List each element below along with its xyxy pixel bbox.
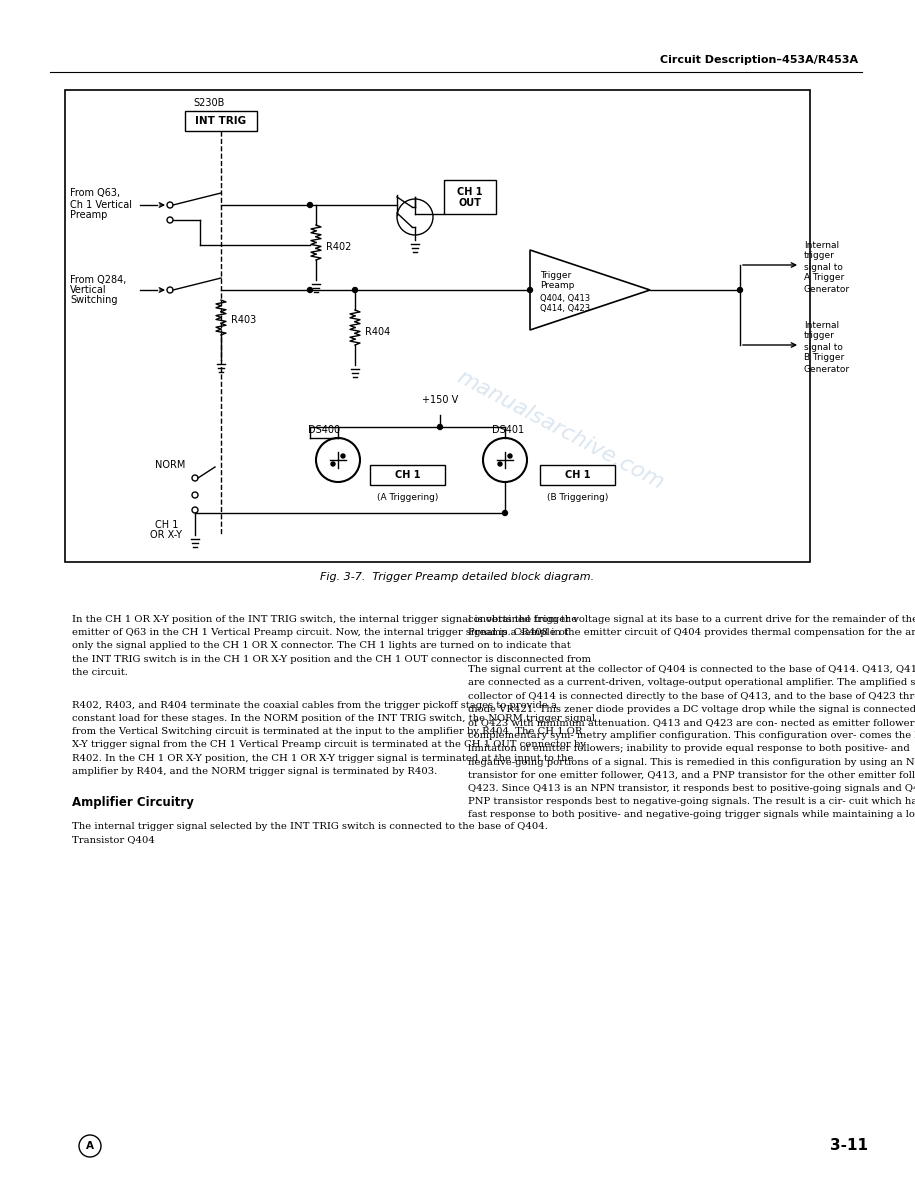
Text: A: A xyxy=(86,1140,94,1151)
Text: DS401: DS401 xyxy=(492,425,524,435)
Circle shape xyxy=(307,202,313,208)
Text: only the signal applied to the CH 1 OR X connector. The CH 1 lights are turned o: only the signal applied to the CH 1 OR X… xyxy=(72,642,571,650)
Circle shape xyxy=(528,287,533,292)
Text: NORM: NORM xyxy=(155,460,186,470)
Text: Q414, Q423: Q414, Q423 xyxy=(540,304,590,314)
Text: Switching: Switching xyxy=(70,295,117,305)
Text: Fig. 3-7.  Trigger Preamp detailed block diagram.: Fig. 3-7. Trigger Preamp detailed block … xyxy=(320,571,594,582)
Bar xyxy=(65,90,810,562)
Text: converts the trigger voltage signal at its base to a current drive for the remai: converts the trigger voltage signal at i… xyxy=(468,615,915,624)
Text: The signal current at the collector of Q404 is connected to the base of Q414. Q4: The signal current at the collector of Q… xyxy=(468,665,915,674)
Text: limitation of emitter followers; inability to provide equal response to both pos: limitation of emitter followers; inabili… xyxy=(468,745,910,753)
Text: the circuit.: the circuit. xyxy=(72,668,128,677)
Text: PNP transistor responds best to negative-going signals. The result is a cir- cui: PNP transistor responds best to negative… xyxy=(468,797,915,807)
Circle shape xyxy=(307,287,313,292)
Text: CH 1: CH 1 xyxy=(458,187,483,197)
Text: S230B: S230B xyxy=(193,97,224,108)
Text: are connected as a current-driven, voltage-output operational amplifier. The amp: are connected as a current-driven, volta… xyxy=(468,678,915,688)
Circle shape xyxy=(508,454,512,459)
Text: trigger: trigger xyxy=(804,331,834,341)
Text: B Trigger: B Trigger xyxy=(804,354,845,362)
Text: (B Triggering): (B Triggering) xyxy=(547,493,608,503)
Text: the INT TRIG switch is in the CH 1 OR X-Y position and the CH 1 OUT connector is: the INT TRIG switch is in the CH 1 OR X-… xyxy=(72,655,591,664)
Text: collector of Q414 is connected directly to the base of Q413, and to the base of : collector of Q414 is connected directly … xyxy=(468,691,915,701)
Circle shape xyxy=(502,511,508,516)
Circle shape xyxy=(737,287,742,292)
Text: +150 V: +150 V xyxy=(422,394,458,405)
Text: amplifier by R404, and the NORM trigger signal is terminated by R403.: amplifier by R404, and the NORM trigger … xyxy=(72,766,437,776)
Text: Q404, Q413: Q404, Q413 xyxy=(540,293,590,303)
Text: trigger: trigger xyxy=(804,252,834,260)
Text: R402. In the CH 1 OR X-Y position, the CH 1 OR X-Y trigger signal is terminated : R402. In the CH 1 OR X-Y position, the C… xyxy=(72,753,574,763)
Text: R402: R402 xyxy=(326,242,351,252)
Text: INT TRIG: INT TRIG xyxy=(196,116,246,126)
Text: CH 1: CH 1 xyxy=(155,520,178,530)
Text: R402, R403, and R404 terminate the coaxial cables from the trigger pickoff stage: R402, R403, and R404 terminate the coaxi… xyxy=(72,701,557,709)
Text: Q423. Since Q413 is an NPN transistor, it responds best to positive-going signal: Q423. Since Q413 is an NPN transistor, i… xyxy=(468,784,915,792)
Text: CH 1: CH 1 xyxy=(565,470,590,480)
Circle shape xyxy=(498,462,502,466)
Text: Transistor Q404: Transistor Q404 xyxy=(72,835,155,845)
Text: Generator: Generator xyxy=(804,284,850,293)
Text: A Trigger: A Trigger xyxy=(804,273,845,283)
Circle shape xyxy=(341,454,345,459)
Text: signal to: signal to xyxy=(804,263,843,272)
Text: OR X-Y: OR X-Y xyxy=(150,530,182,541)
Circle shape xyxy=(437,424,443,430)
Text: Trigger: Trigger xyxy=(540,271,571,279)
Bar xyxy=(370,465,445,485)
Text: Amplifier Circuitry: Amplifier Circuitry xyxy=(72,796,194,809)
Text: 3-11: 3-11 xyxy=(830,1138,868,1154)
Text: DS400: DS400 xyxy=(308,425,340,435)
Bar xyxy=(185,110,257,131)
Text: Internal: Internal xyxy=(804,321,839,329)
Text: Circuit Description–453A/R453A: Circuit Description–453A/R453A xyxy=(660,55,858,65)
Text: CH 1: CH 1 xyxy=(394,470,420,480)
Text: R403: R403 xyxy=(231,315,256,326)
Text: The internal trigger signal selected by the INT TRIG switch is connected to the : The internal trigger signal selected by … xyxy=(72,822,548,832)
Text: In the CH 1 OR X-Y position of the INT TRIG switch, the internal trigger signal : In the CH 1 OR X-Y position of the INT T… xyxy=(72,615,577,624)
Bar xyxy=(540,465,615,485)
Text: X-Y trigger signal from the CH 1 Vertical Preamp circuit is terminated at the CH: X-Y trigger signal from the CH 1 Vertica… xyxy=(72,740,586,750)
Text: signal to: signal to xyxy=(804,342,843,352)
Text: fast response to both positive- and negative-going trigger signals while maintai: fast response to both positive- and nega… xyxy=(468,810,915,820)
Text: Generator: Generator xyxy=(804,365,850,373)
Circle shape xyxy=(331,462,335,466)
Text: complementary sym- metry amplifier configuration. This configuration over- comes: complementary sym- metry amplifier confi… xyxy=(468,731,915,740)
Text: negative-going portions of a signal. This is remedied in this configuration by u: negative-going portions of a signal. Thi… xyxy=(468,758,915,766)
Text: of Q423 with minimum attenuation. Q413 and Q423 are con- nected as emitter follo: of Q423 with minimum attenuation. Q413 a… xyxy=(468,718,915,727)
Text: (A Triggering): (A Triggering) xyxy=(377,493,438,503)
Text: diode VR421. This zener diode provides a DC voltage drop while the signal is con: diode VR421. This zener diode provides a… xyxy=(468,704,915,714)
Text: From Q63,: From Q63, xyxy=(70,188,120,198)
Text: manualsarchive.com: manualsarchive.com xyxy=(453,367,667,493)
Text: transistor for one emitter follower, Q413, and a PNP transistor for the other em: transistor for one emitter follower, Q41… xyxy=(468,771,915,779)
Text: Internal: Internal xyxy=(804,240,839,249)
Text: OUT: OUT xyxy=(458,198,481,208)
Text: R404: R404 xyxy=(365,327,391,337)
Bar xyxy=(444,181,496,214)
Text: Ch 1 Vertical: Ch 1 Vertical xyxy=(70,200,132,210)
Circle shape xyxy=(352,287,358,292)
Text: constant load for these stages. In the NORM position of the INT TRIG switch, the: constant load for these stages. In the N… xyxy=(72,714,595,723)
Text: Preamp. CR408 in the emitter circuit of Q404 provides thermal compensation for t: Preamp. CR408 in the emitter circuit of … xyxy=(468,628,915,637)
Text: Preamp: Preamp xyxy=(70,210,107,220)
Text: from the Vertical Switching circuit is terminated at the input to the amplifier : from the Vertical Switching circuit is t… xyxy=(72,727,582,737)
Text: emitter of Q63 in the CH 1 Vertical Preamp circuit. Now, the internal trigger si: emitter of Q63 in the CH 1 Vertical Prea… xyxy=(72,628,568,637)
Text: From Q284,: From Q284, xyxy=(70,274,126,285)
Text: Vertical: Vertical xyxy=(70,285,107,295)
Text: Preamp: Preamp xyxy=(540,282,575,291)
